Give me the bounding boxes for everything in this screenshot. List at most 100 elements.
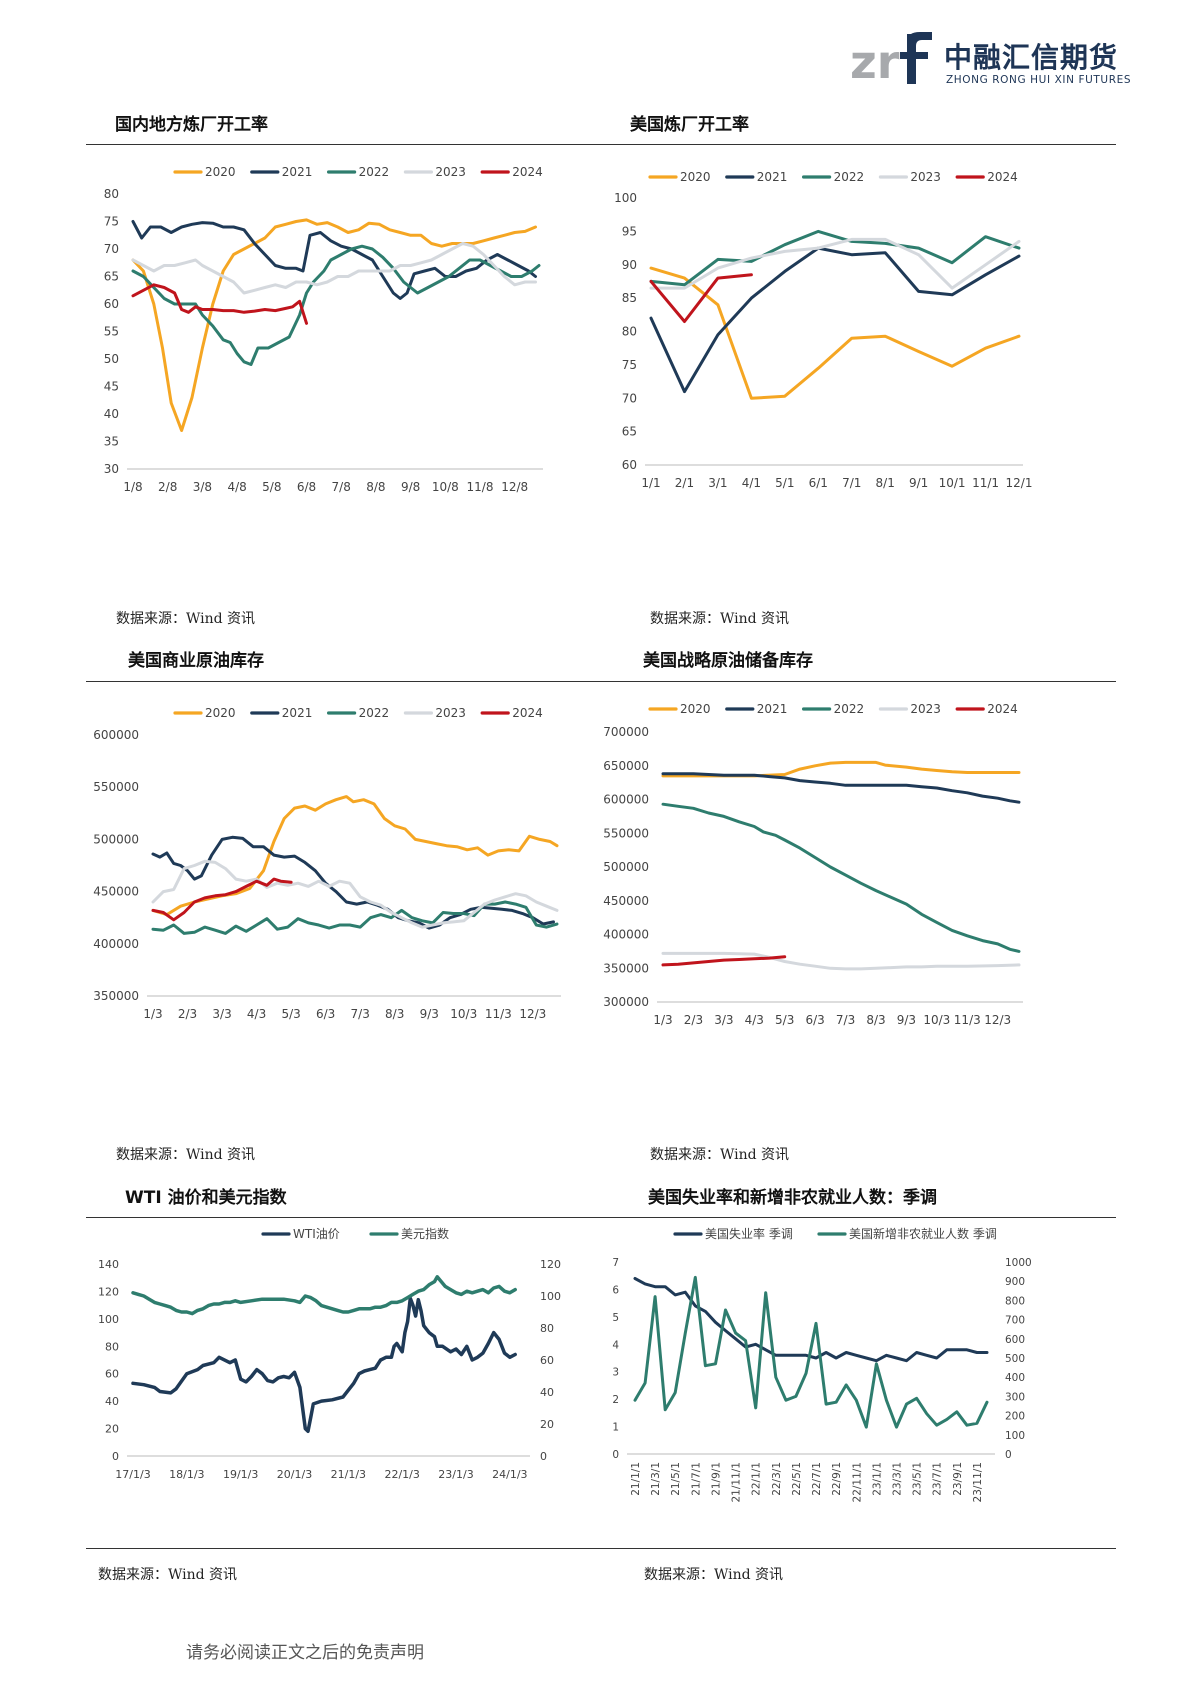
divider-line — [86, 144, 1116, 145]
chart-us-unemployment-and-nonfarm: 美国失业率 季调 美国新增非农就业人数 季调 0 1 2 3 4 5 6 7 0 100 200 300 4… — [612, 1226, 1031, 1502]
y-tick-label: 40 — [105, 1395, 119, 1408]
y-tick-label: 400000 — [603, 928, 649, 942]
y-tick-label: 450000 — [93, 885, 139, 899]
y2-tick-label: 300 — [1005, 1391, 1025, 1403]
series-line — [649, 229, 1021, 287]
y-tick-label: 40 — [104, 407, 119, 421]
y-tick-label: 80 — [622, 325, 637, 339]
series-line — [131, 218, 537, 432]
x-tick-label: 7/3 — [836, 1013, 855, 1027]
y2-tick-label: 900 — [1005, 1276, 1025, 1288]
x-tick-label: 24/1/3 — [492, 1468, 527, 1481]
x-tick-label: 3/1 — [708, 476, 727, 490]
y2-tick-label: 120 — [540, 1258, 561, 1271]
x-tick-label: 3/8 — [193, 480, 212, 494]
x-tick-label: 9/3 — [420, 1007, 439, 1021]
y-tick-label: 550000 — [603, 826, 649, 840]
y-tick-label: 85 — [622, 291, 637, 305]
series-line — [131, 283, 308, 325]
x-tick-label: 11/3 — [954, 1013, 981, 1027]
y-tick-label: 60 — [622, 458, 637, 472]
y-tick-label: 3 — [612, 1367, 619, 1379]
y-tick-label: 100 — [98, 1313, 119, 1326]
data-source: 数据来源：Wind 资讯 — [644, 1567, 784, 1583]
series-line — [151, 900, 559, 935]
legend-label: WTI油价 — [293, 1227, 340, 1241]
panel-title: 美国战略原油储备库存 — [643, 651, 813, 671]
logo-mark-text: zr — [850, 35, 900, 89]
x-tick-label: 3/3 — [714, 1013, 733, 1027]
chart-us-commercial-crude-inventory: 2020 2021 2022 2023 2024 350000 400000 450000 50… — [93, 706, 561, 1021]
y2-tick-label: 400 — [1005, 1372, 1025, 1384]
x-tick-label: 9/1 — [909, 476, 928, 490]
y-tick-label: 30 — [104, 462, 119, 476]
x-tick-label: 10/3 — [923, 1013, 950, 1027]
x-tick-label: 1/3 — [653, 1013, 672, 1027]
x-tick-label: 1/8 — [123, 480, 142, 494]
x-tick-label: 22/7/1 — [811, 1462, 823, 1496]
y-tick-label: 1 — [612, 1422, 619, 1434]
y-tick-label: 100 — [614, 191, 637, 205]
y-tick-label: 0 — [612, 1449, 619, 1461]
legend-label: 2024 — [987, 170, 1018, 184]
y-tick-label: 75 — [622, 358, 637, 372]
y-tick-label: 4 — [612, 1339, 619, 1351]
y-tick-label: 7 — [612, 1257, 619, 1269]
legend-item: 2024 — [480, 165, 543, 179]
legend-item: 2020 — [173, 706, 236, 720]
legend-label: 2024 — [512, 165, 543, 179]
y-tick-label: 600000 — [93, 728, 139, 742]
y-tick-label: 75 — [104, 215, 119, 229]
y-tick-label: 90 — [622, 258, 637, 272]
y-tick-label: 600000 — [603, 793, 649, 807]
legend-label: 美国失业率 季调 — [705, 1226, 793, 1241]
y-tick-label: 140 — [98, 1258, 119, 1271]
x-tick-label: 22/1/3 — [384, 1468, 419, 1481]
y-tick-label: 2 — [612, 1394, 619, 1406]
legend-label: 2022 — [834, 170, 865, 184]
data-source: 数据来源：Wind 资讯 — [116, 611, 256, 627]
y-tick-label: 45 — [104, 380, 119, 394]
legend-item: 2024 — [955, 170, 1018, 184]
legend-label: 2020 — [680, 170, 711, 184]
x-tick-label: 12/3 — [519, 1007, 546, 1021]
data-source: 数据来源：Wind 资讯 — [98, 1567, 238, 1583]
y2-tick-label: 200 — [1005, 1411, 1025, 1423]
x-tick-label: 5/3 — [281, 1007, 300, 1021]
x-tick-label: 11/1 — [972, 476, 999, 490]
x-tick-label: 21/9/1 — [710, 1462, 722, 1496]
company-logo: zr 中融汇信期货 ZHONG RONG HUI XIN FUTURES — [850, 28, 1130, 90]
y-tick-label: 450000 — [603, 894, 649, 908]
x-tick-label: 23/5/1 — [912, 1462, 924, 1496]
y2-tick-label: 60 — [540, 1354, 554, 1367]
chart-us-spr-inventory: 2020 2021 2022 2023 2024 300000 350000 400000 45… — [603, 702, 1023, 1027]
y2-tick-label: 0 — [1005, 1449, 1012, 1461]
series-line — [151, 859, 559, 929]
data-source: 数据来源：Wind 资讯 — [116, 1147, 256, 1163]
legend-item: 2023 — [878, 702, 941, 716]
x-tick-label: 6/3 — [316, 1007, 335, 1021]
x-tick-label: 8/3 — [385, 1007, 404, 1021]
series-line — [151, 877, 293, 922]
series-line — [649, 246, 1021, 394]
legend-label: 美国新增非农就业人数 季调 — [849, 1226, 997, 1241]
x-tick-label: 11/8 — [467, 480, 494, 494]
x-tick-label: 2/8 — [158, 480, 177, 494]
divider-line — [86, 1217, 1116, 1218]
chart-wti-and-dollar-index: WTI油价 美元指数 0 20 40 60 80 100 120 140 0 20 40 60 80 100 1… — [98, 1226, 561, 1481]
series-line — [649, 273, 753, 323]
legend-item: 2020 — [173, 165, 236, 179]
x-tick-label: 22/9/1 — [831, 1462, 843, 1496]
x-tick-label: 21/1/3 — [331, 1468, 366, 1481]
x-tick-label: 7/8 — [332, 480, 351, 494]
legend-label: 2020 — [680, 702, 711, 716]
x-tick-label: 22/3/1 — [771, 1462, 783, 1496]
x-tick-label: 8/1 — [876, 476, 895, 490]
legend-label: 2023 — [910, 702, 941, 716]
y-tick-label: 500000 — [603, 860, 649, 874]
x-tick-label: 1/3 — [143, 1007, 162, 1021]
x-tick-label: 20/1/3 — [277, 1468, 312, 1481]
company-name: 中融汇信期货 — [944, 41, 1119, 74]
series-line — [649, 266, 1021, 400]
legend-item: 2024 — [480, 706, 543, 720]
